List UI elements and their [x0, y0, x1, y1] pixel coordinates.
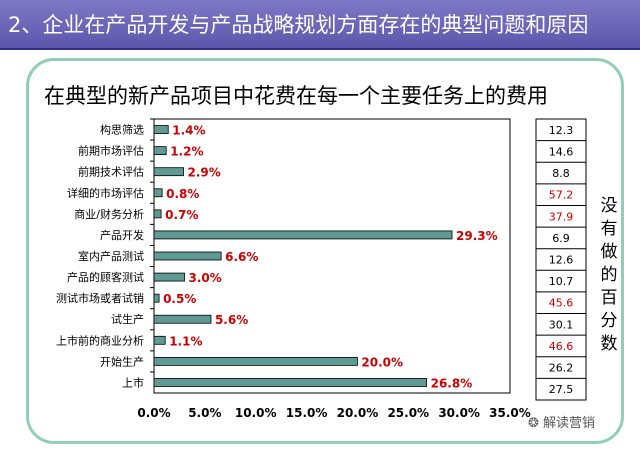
vertical-note-char: 做	[600, 242, 618, 262]
bar	[153, 167, 184, 177]
chat-bubble-icon: ❂	[528, 416, 539, 431]
bar	[153, 146, 167, 156]
data-label: 0.5%	[163, 292, 196, 306]
side-table-value: 57.2	[549, 189, 574, 202]
category-label: 上市	[122, 375, 144, 389]
category-label: 室内产品测试	[78, 249, 144, 263]
vertical-note-char: 数	[600, 334, 618, 354]
x-tick-label: 10.0%	[235, 406, 277, 420]
side-table-value: 46.6	[549, 340, 574, 353]
side-table-value: 14.6	[549, 145, 574, 158]
data-label: 0.8%	[166, 187, 199, 201]
category-label: 商业/财务分析	[74, 207, 144, 221]
slide-header: 2、企业在产品开发与产品战略规划方面存在的典型问题和原因	[0, 0, 640, 50]
x-tick-label: 5.0%	[188, 406, 221, 420]
slide-header-text: 2、企业在产品开发与产品战略规划方面存在的典型问题和原因	[8, 13, 589, 37]
data-label: 6.6%	[225, 250, 258, 264]
vertical-note-char: 分	[600, 311, 618, 331]
data-label: 3.0%	[189, 271, 222, 285]
side-table-value: 30.1	[549, 318, 574, 331]
category-label: 前期市场评估	[78, 144, 144, 158]
bar	[153, 209, 162, 219]
side-table-value: 6.9	[552, 232, 570, 245]
category-label: 构思筛选	[100, 123, 144, 137]
x-tick-label: 0.0%	[137, 406, 170, 420]
side-table-value: 45.6	[549, 297, 574, 310]
watermark: ❂ 解读营销	[528, 412, 595, 431]
side-table-value: 12.3	[549, 124, 574, 137]
bar	[153, 230, 453, 240]
chart-title: 在典型的新产品项目中花费在每一个主要任务上的费用	[44, 84, 548, 108]
data-label: 1.4%	[172, 124, 205, 138]
data-label: 26.8%	[431, 376, 473, 390]
x-tick-label: 30.0%	[438, 406, 480, 420]
side-table-value: 12.6	[549, 254, 574, 267]
data-label: 2.9%	[187, 166, 220, 180]
data-label: 1.2%	[170, 145, 203, 159]
vertical-note-char: 百	[600, 288, 618, 308]
bar	[153, 188, 163, 198]
side-table-value: 26.2	[549, 362, 574, 375]
category-label: 试生产	[111, 312, 144, 326]
bar	[153, 356, 358, 366]
vertical-note: 没有做的百分数	[597, 195, 621, 356]
side-table-value: 37.9	[549, 210, 574, 223]
side-table-value: 8.8	[552, 167, 570, 180]
bar	[153, 293, 160, 303]
side-table-value: 27.5	[549, 383, 574, 396]
category-label: 测试市场或者试销	[56, 291, 144, 305]
bar	[153, 272, 185, 282]
vertical-note-char: 没	[600, 196, 618, 216]
x-tick-label: 20.0%	[337, 406, 379, 420]
category-label: 上市前的商业分析	[56, 333, 144, 347]
data-label: 20.0%	[361, 355, 403, 369]
category-label: 产品的顾客测试	[67, 270, 144, 284]
category-label: 产品开发	[100, 228, 144, 242]
category-label: 前期技术评估	[78, 165, 144, 179]
watermark-text: 解读营销	[543, 416, 596, 431]
bar	[153, 335, 166, 345]
category-label: 开始生产	[100, 354, 144, 368]
data-label: 29.3%	[456, 229, 498, 243]
vertical-note-char: 有	[600, 219, 618, 239]
data-label: 1.1%	[169, 334, 202, 348]
bar	[153, 314, 212, 324]
side-table-value: 10.7	[549, 275, 574, 288]
bar	[153, 125, 169, 134]
x-tick-label: 35.0%	[489, 406, 531, 420]
side-table	[535, 118, 587, 401]
x-tick-label: 15.0%	[286, 406, 328, 420]
bar	[153, 251, 222, 261]
vertical-note-char: 的	[600, 265, 618, 285]
data-label: 0.7%	[165, 208, 198, 222]
x-tick-label: 25.0%	[387, 406, 429, 420]
category-label: 详细的市场评估	[67, 186, 144, 200]
data-label: 5.6%	[215, 313, 248, 327]
bar	[153, 378, 427, 387]
